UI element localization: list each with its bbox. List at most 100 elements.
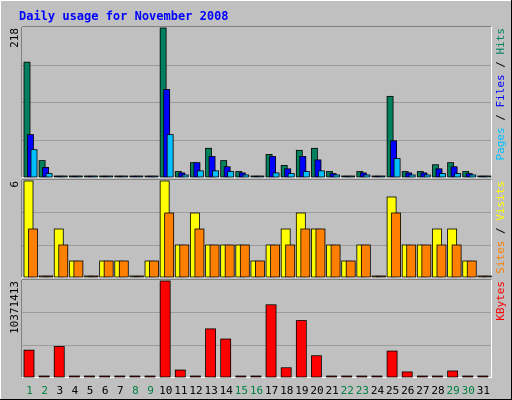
- x-tick-label-day-24: 24: [371, 384, 385, 397]
- bar-kbytes-day-8: [129, 375, 141, 378]
- bar-pages-day-15: [242, 174, 250, 178]
- bar-sites-day-4: [73, 260, 84, 278]
- bar-sites-day-13: [209, 244, 220, 278]
- bar-pages-day-23: [363, 174, 371, 178]
- bar-kbytes-day-16: [250, 375, 262, 378]
- bar-files-day-10: [163, 89, 171, 178]
- bar-pages-day-3: [60, 175, 68, 178]
- y-max-label: 218: [8, 28, 21, 48]
- bar-files-day-13: [208, 156, 216, 178]
- bar-pages-day-10: [166, 134, 174, 178]
- x-tick-label-day-29: 29: [447, 384, 460, 397]
- legend-item: Hits: [494, 28, 507, 55]
- bar-pages-day-8: [136, 175, 144, 178]
- bar-sites-day-16: [255, 260, 265, 278]
- x-tick-label-day-4: 4: [72, 384, 79, 397]
- x-tick-label-day-15: 15: [235, 384, 248, 397]
- bar-kbytes-day-24: [371, 375, 383, 378]
- x-tick-label-day-25: 25: [386, 384, 399, 397]
- bar-kbytes-day-2: [38, 375, 50, 378]
- bar-sites-day-11: [179, 244, 190, 278]
- bar-pages-day-25: [393, 158, 401, 178]
- bar-sites-day-7: [118, 260, 129, 278]
- x-tick-label-day-28: 28: [431, 384, 444, 397]
- bar-pages-day-21: [333, 174, 340, 178]
- x-tick-label-day-9: 9: [147, 384, 154, 397]
- bar-pages-day-7: [121, 175, 129, 178]
- bar-kbytes-day-9: [144, 375, 156, 378]
- bar-kbytes-day-28: [432, 375, 443, 378]
- panel-visits-sites: 6 Sites / Visits: [8, 179, 507, 278]
- x-tick-label-day-6: 6: [102, 384, 109, 397]
- bar-kbytes-day-21: [326, 375, 337, 378]
- legend-item: Files: [494, 74, 507, 107]
- x-tick-label-day-7: 7: [117, 384, 124, 397]
- x-tick-label-day-2: 2: [41, 384, 48, 397]
- legend-kbytes: KBytes: [494, 281, 507, 321]
- bar-sites-day-23: [360, 244, 371, 278]
- bar-kbytes-day-26: [401, 371, 413, 378]
- x-tick-label-day-1: 1: [26, 384, 33, 397]
- bar-sites-day-21: [330, 244, 341, 278]
- bar-kbytes-day-31: [477, 375, 489, 378]
- bar-sites-day-18: [285, 244, 296, 278]
- legend-item: Visits: [494, 181, 507, 221]
- bar-sites-day-17: [270, 244, 280, 278]
- bar-kbytes-day-15: [235, 375, 247, 378]
- bar-sites-day-12: [194, 228, 205, 278]
- bar-kbytes-day-14: [220, 338, 232, 378]
- bar-kbytes-day-30: [462, 375, 474, 378]
- x-tick-label-day-16: 16: [250, 384, 263, 397]
- bar-kbytes-day-7: [114, 375, 126, 378]
- bar-sites-day-22: [345, 260, 356, 278]
- x-tick-label-day-18: 18: [280, 384, 293, 397]
- bar-kbytes-day-25: [386, 350, 398, 378]
- bar-sites-day-1: [28, 228, 38, 278]
- bar-pages-day-19: [302, 171, 310, 178]
- bar-pages-day-28: [439, 173, 446, 178]
- legend-visits-sites: Sites / Visits: [494, 181, 507, 274]
- bar-files-day-2: [42, 167, 50, 178]
- bar-pages-day-2: [45, 173, 53, 178]
- bar-sites-day-6: [103, 260, 114, 278]
- bar-sites-day-9: [149, 260, 159, 278]
- bar-sites-day-25: [391, 212, 401, 278]
- bar-pages-day-29: [454, 173, 462, 178]
- bar-pages-day-6: [106, 175, 114, 178]
- bar-kbytes-day-18: [280, 367, 292, 378]
- x-tick-label-day-26: 26: [401, 384, 414, 397]
- bar-sites-day-27: [421, 244, 432, 278]
- legend-item: /: [494, 221, 507, 241]
- bar-sites-day-24: [376, 275, 386, 278]
- bar-files-day-12: [193, 162, 201, 178]
- y-max-label: 10371413: [8, 281, 21, 334]
- bar-kbytes-day-20: [311, 355, 322, 378]
- bar-kbytes-day-12: [190, 375, 201, 378]
- bar-kbytes-day-6: [99, 375, 111, 378]
- legend-item: /: [494, 55, 507, 75]
- bar-pages-day-12: [197, 170, 204, 178]
- bar-kbytes-day-17: [265, 304, 277, 378]
- bar-files-day-29: [450, 166, 458, 178]
- bar-pages-day-18: [287, 173, 295, 178]
- bar-pages-day-14: [227, 171, 235, 178]
- legend-item: /: [494, 108, 507, 128]
- x-tick-label-day-20: 20: [310, 384, 323, 397]
- bar-sites-day-29: [451, 244, 462, 278]
- bar-pages-day-27: [423, 174, 431, 178]
- panel-kbytes: 10371413 KBytes: [8, 279, 507, 378]
- x-tick-label-day-8: 8: [132, 384, 139, 397]
- bar-sites-day-28: [436, 244, 447, 278]
- bar-pages-day-4: [75, 175, 83, 178]
- x-tick-label-day-10: 10: [159, 384, 172, 397]
- bar-files-day-17: [269, 156, 276, 178]
- x-tick-label-day-21: 21: [326, 384, 339, 397]
- x-tick-label-day-27: 27: [416, 384, 429, 397]
- legend-item: Pages: [494, 127, 507, 160]
- bar-sites-day-3: [58, 244, 69, 278]
- bar-sites-day-5: [88, 275, 99, 278]
- bar-kbytes-day-22: [341, 375, 353, 378]
- bar-hits-day-1: [23, 61, 31, 178]
- bar-sites-day-20: [315, 228, 326, 278]
